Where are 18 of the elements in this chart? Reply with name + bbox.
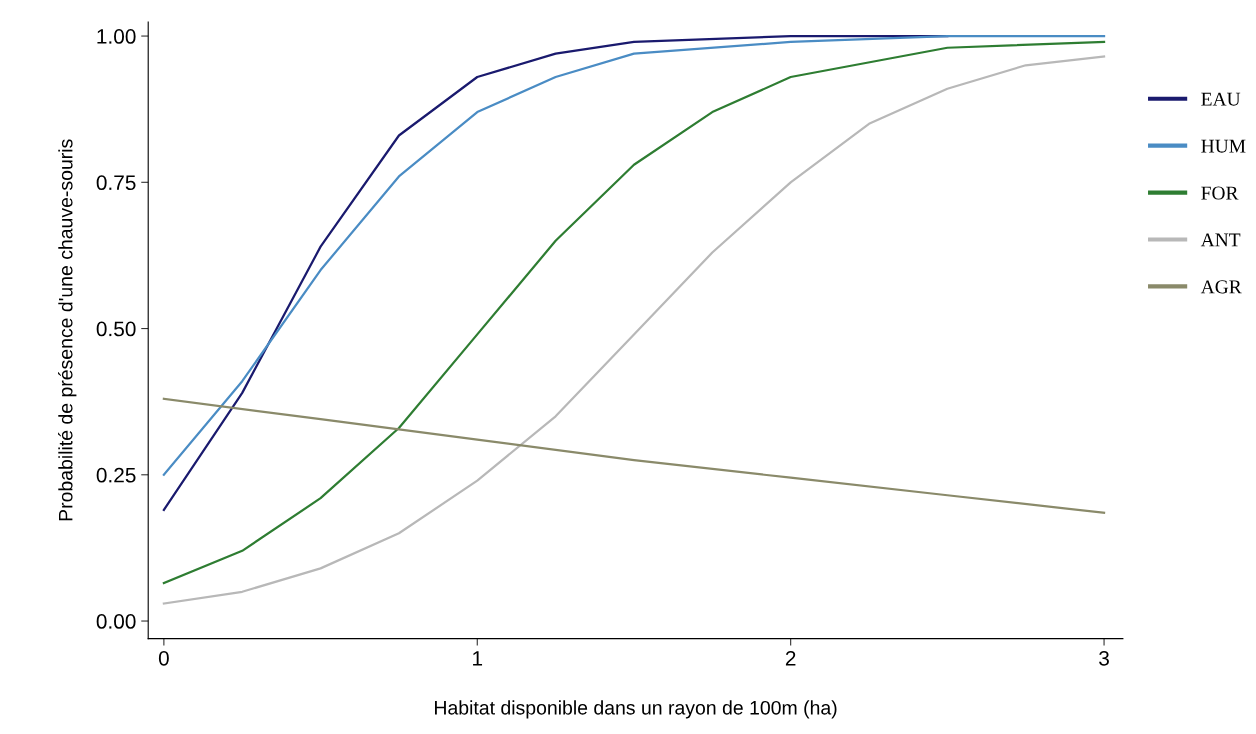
x-tick-label: 0 — [158, 650, 169, 666]
line-series — [162, 397, 1106, 514]
x-axis-title: Habitat disponible dans un rayon de 100m (ha) — [435, 700, 837, 719]
y-axis-title: Probabilité de présence d'une chauve-souris — [58, 139, 77, 521]
legend-label: EAU — [1201, 92, 1241, 106]
legend-label: AGR — [1200, 280, 1242, 294]
y-tick-label: 0.00 — [96, 614, 136, 629]
x-tick-label: 3 — [1099, 650, 1109, 666]
legend-label: HUM — [1201, 139, 1246, 153]
y-tick-label: 0.25 — [96, 467, 136, 483]
y-tick-label: 0.75 — [96, 175, 136, 191]
y-tick-label: 1.00 — [97, 29, 136, 44]
line-series — [162, 34, 1106, 476]
y-tick-label: 0.50 — [96, 321, 136, 337]
legend-label: ANT — [1200, 233, 1241, 247]
x-tick-label: 1 — [473, 651, 483, 666]
legend-label: FOR — [1201, 186, 1239, 200]
x-tick-label: 2 — [785, 650, 796, 666]
